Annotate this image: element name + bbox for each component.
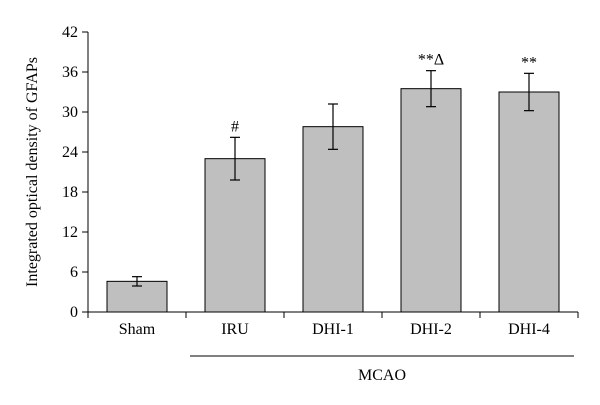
x-tick-label: IRU [221,321,249,338]
error-bar [230,136,240,181]
error-bar [328,103,338,150]
bar [204,158,266,313]
bar [302,126,364,313]
significance-label: # [231,118,239,135]
error-bar [426,70,436,108]
x-tick-label: DHI-2 [410,321,452,338]
bar [400,88,462,313]
significance-label: ** [521,54,537,71]
y-tick-label: 6 [70,264,78,281]
significance-label: **Δ [418,52,444,69]
y-tick-label: 18 [62,184,78,201]
y-tick-label: 12 [62,224,78,241]
error-bar [132,276,142,287]
error-bar [524,72,534,112]
y-tick-label: 42 [62,24,78,41]
bars-group: # **Δ ** [106,52,560,313]
x-axis: Sham IRU DHI-1 DHI-2 DHI-4 [87,311,579,338]
y-axis-label: Integrated optical density of GFAPs [24,57,41,287]
x-tick-label: Sham [119,321,156,338]
y-tick-label: 0 [70,304,78,321]
bar [498,91,560,313]
y-tick-label: 30 [62,104,78,121]
y-tick-label: 24 [62,144,78,161]
group-bracket: MCAO [190,355,574,384]
x-tick-label: DHI-4 [508,321,550,338]
y-axis: 0 6 12 18 24 30 36 42 [62,24,89,321]
x-tick-label: DHI-1 [312,321,354,338]
group-label: MCAO [358,367,406,384]
y-tick-label: 36 [62,64,78,81]
